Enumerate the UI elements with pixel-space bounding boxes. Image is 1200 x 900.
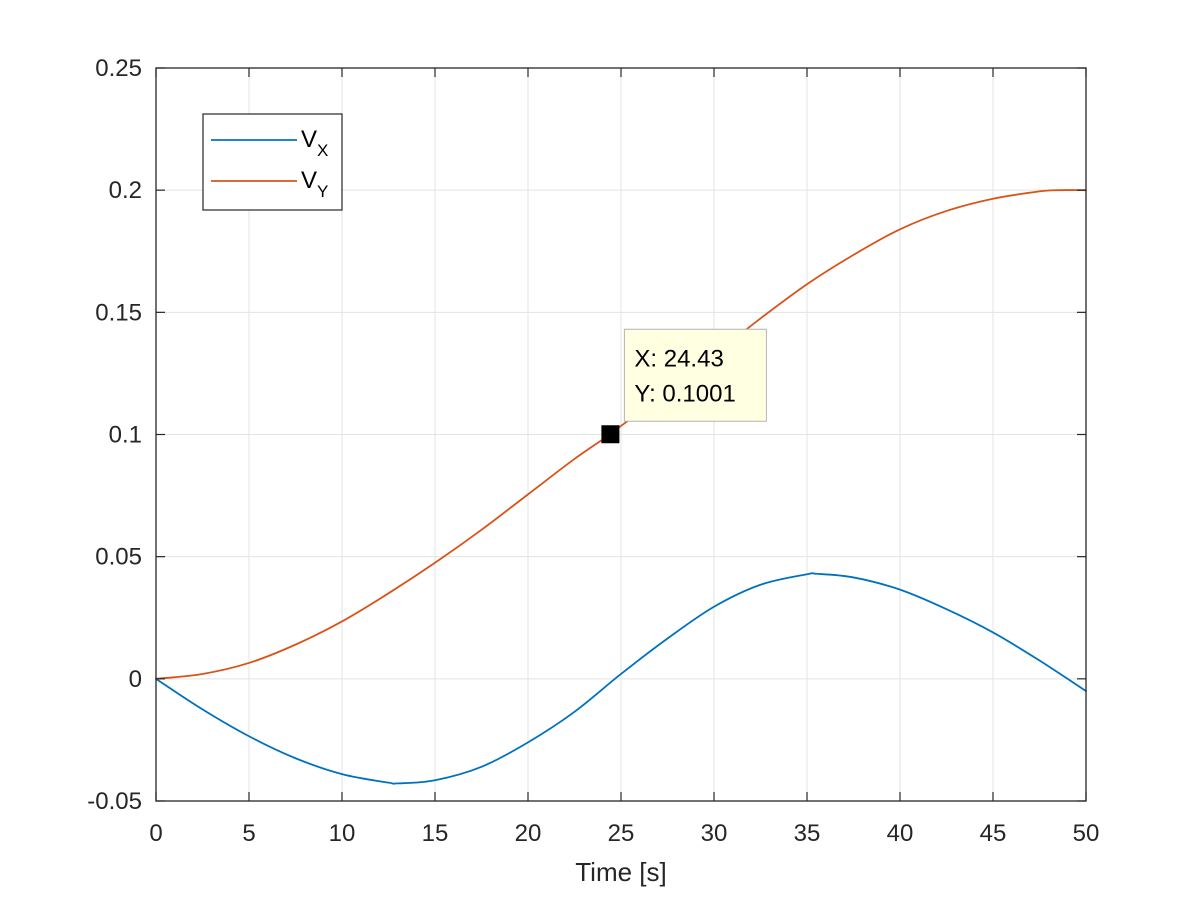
tick-labels: 0 5 10 15 20 25 30 35 40 45 50 -0.05 0 0.05 0.1 0.15 0.2… xyxy=(87,55,1099,847)
legend-label: VY xyxy=(301,167,328,201)
x-axis-label: Time [s] xyxy=(575,857,666,887)
x-tick-label: 45 xyxy=(980,820,1007,847)
y-tick-label: -0.05 xyxy=(87,788,142,815)
datatip-marker[interactable] xyxy=(601,425,620,444)
x-tick-label: 0 xyxy=(149,820,162,847)
ticks xyxy=(155,67,1087,802)
series-layer xyxy=(155,189,1087,785)
legend-box xyxy=(202,113,343,211)
x-tick-label: 35 xyxy=(794,820,821,847)
y-tick-label: 0.1 xyxy=(109,422,142,449)
y-tick-label: 0.15 xyxy=(95,299,142,326)
y-tick-label: 0.2 xyxy=(109,177,142,204)
x-tick-label: 20 xyxy=(515,820,542,847)
datatip-box xyxy=(623,328,767,422)
x-tick-label: 50 xyxy=(1073,820,1100,847)
y-tick-label: 0.25 xyxy=(95,55,142,82)
legend-item-vx[interactable]: VX xyxy=(211,126,328,160)
x-tick-label: 10 xyxy=(329,820,356,847)
datatip-x-text: X: 24.43 xyxy=(634,345,723,372)
datatip[interactable]: X: 24.43 Y: 0.1001 xyxy=(601,328,767,444)
legend[interactable]: VX VY xyxy=(202,113,343,211)
legend-label: VX xyxy=(301,126,328,160)
x-tick-label: 5 xyxy=(242,820,255,847)
y-tick-label: 0.05 xyxy=(95,544,142,571)
series-line-vy xyxy=(155,189,1087,680)
legend-item-vy[interactable]: VY xyxy=(211,167,328,201)
x-tick-label: 15 xyxy=(422,820,449,847)
y-tick-label: 0 xyxy=(129,666,142,693)
x-tick-label: 30 xyxy=(701,820,728,847)
series-line-vx xyxy=(155,572,1087,785)
x-tick-label: 40 xyxy=(887,820,914,847)
datatip-y-text: Y: 0.1001 xyxy=(634,380,735,407)
x-tick-label: 25 xyxy=(608,820,635,847)
